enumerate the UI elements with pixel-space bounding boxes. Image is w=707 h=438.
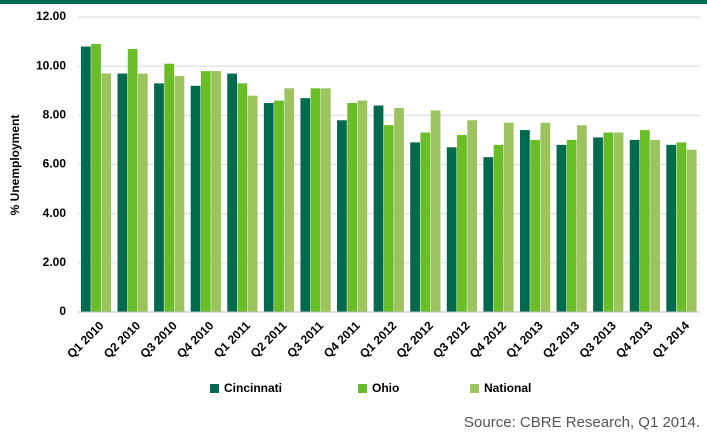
legend-swatch (470, 384, 479, 393)
bar (91, 44, 101, 313)
bar (200, 71, 211, 312)
bar (650, 139, 660, 312)
x-tick-label: Q2 2013 (540, 318, 583, 361)
bar (446, 147, 457, 312)
y-tick-label: 4.00 (43, 206, 67, 220)
bar (503, 122, 514, 312)
source: Source: CBRE Research, Q1 2014. (464, 414, 700, 431)
x-tick-label: Q3 2012 (430, 318, 473, 361)
bar (127, 48, 138, 312)
bar (613, 132, 624, 312)
bar (263, 103, 274, 313)
bar (686, 149, 697, 312)
bar (300, 98, 311, 312)
bar (540, 122, 551, 312)
legend-label: Cincinnati (224, 381, 282, 395)
bar (629, 139, 640, 312)
bar (274, 100, 284, 312)
bar (483, 157, 494, 312)
bar (357, 100, 368, 312)
x-tick-label: Q1 2011 (211, 318, 253, 360)
x-tick-label: Q2 2011 (248, 318, 290, 360)
y-tick-label: 12.00 (36, 9, 66, 23)
x-tick-label: Q4 2012 (467, 318, 510, 361)
bar (394, 107, 404, 312)
x-tick-label: Q1 2014 (650, 318, 693, 361)
legend-swatch (358, 384, 367, 393)
bar (284, 88, 295, 313)
bar (467, 120, 478, 312)
bar (457, 135, 467, 312)
x-tick-label: Q4 2010 (174, 318, 217, 361)
bar (410, 142, 420, 312)
bar (373, 105, 384, 312)
bar (603, 132, 614, 312)
legend-label: National (484, 381, 531, 395)
bar (519, 130, 530, 312)
bar (666, 144, 677, 312)
bar (639, 130, 650, 312)
bar (310, 88, 321, 313)
x-tick-label: Q2 2012 (393, 318, 436, 361)
bar (138, 73, 148, 313)
bar (577, 125, 587, 313)
y-tick-label: 10.00 (36, 58, 66, 72)
x-tick-label: Q2 2010 (101, 318, 144, 361)
bar (247, 95, 258, 313)
y-axis-title: % Unemployment (8, 115, 22, 216)
x-tick-label: Q4 2011 (321, 318, 363, 360)
x-tick-label: Q3 2011 (284, 318, 326, 360)
bar (337, 120, 347, 312)
bar (493, 144, 504, 312)
legend-swatch (210, 384, 219, 393)
bar (154, 83, 164, 312)
bar (237, 83, 248, 312)
bar (190, 85, 201, 312)
header-bar (0, 0, 707, 4)
y-tick-label: 2.00 (43, 255, 67, 269)
y-tick-label: 8.00 (43, 108, 67, 122)
bar (80, 46, 91, 312)
bar (420, 132, 431, 312)
bar (320, 88, 331, 313)
x-tick-label: Q1 2013 (503, 318, 546, 361)
bar (530, 139, 540, 312)
bar (556, 144, 567, 312)
x-tick-label: Q4 2013 (613, 318, 656, 361)
legend-label: Ohio (372, 381, 399, 395)
bar (593, 137, 603, 312)
x-tick-label: Q1 2010 (64, 318, 107, 361)
y-tick-label: 6.00 (43, 157, 67, 171)
bar (227, 73, 238, 313)
x-tick-label: Q3 2010 (137, 318, 180, 361)
bar (101, 73, 112, 313)
bar (211, 71, 221, 312)
bar (566, 139, 577, 312)
bar (383, 125, 394, 313)
bar (117, 73, 128, 313)
x-tick-label: Q3 2013 (576, 318, 619, 361)
bar (676, 142, 687, 312)
bar (164, 63, 175, 313)
x-tick-label: Q1 2012 (357, 318, 400, 361)
bar (430, 110, 441, 313)
bar (347, 103, 358, 313)
y-tick-label: 0 (59, 304, 66, 318)
bar (174, 76, 185, 312)
